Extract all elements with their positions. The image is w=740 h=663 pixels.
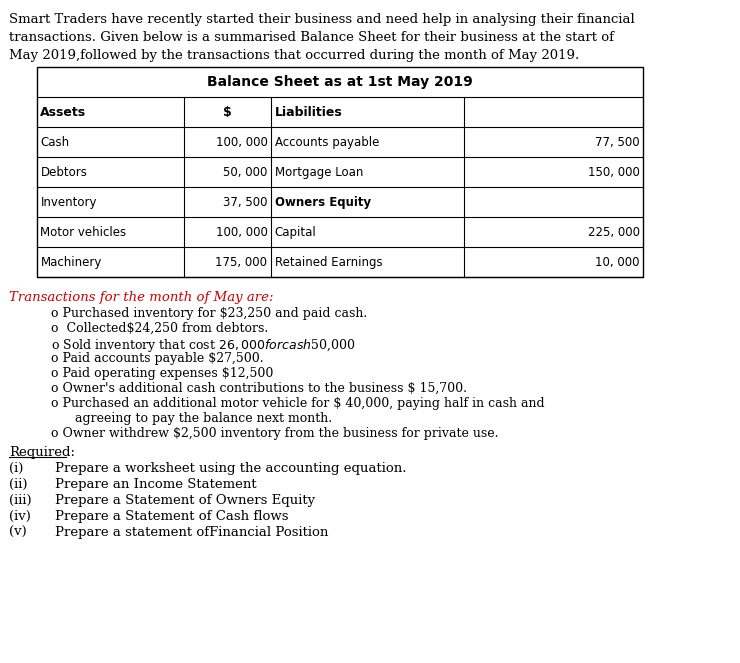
Text: (i): (i) <box>9 462 24 475</box>
Text: Mortgage Loan: Mortgage Loan <box>275 166 363 178</box>
Text: May 2019,followed by the transactions that occurred during the month of May 2019: May 2019,followed by the transactions th… <box>9 49 579 62</box>
Text: Owners Equity: Owners Equity <box>275 196 371 208</box>
Text: 10, 000: 10, 000 <box>595 255 639 269</box>
Text: o Purchased inventory for $23,250 and paid cash.: o Purchased inventory for $23,250 and pa… <box>50 307 367 320</box>
Text: 100, 000: 100, 000 <box>215 135 267 149</box>
Text: Smart Traders have recently started their business and need help in analysing th: Smart Traders have recently started thei… <box>9 13 635 26</box>
Text: Inventory: Inventory <box>41 196 97 208</box>
Text: o  Collected$24,250 from debtors.: o Collected$24,250 from debtors. <box>50 322 268 335</box>
Text: Prepare a worksheet using the accounting equation.: Prepare a worksheet using the accounting… <box>56 462 407 475</box>
Text: o Paid operating expenses $12,500: o Paid operating expenses $12,500 <box>50 367 273 380</box>
Bar <box>37 67 643 277</box>
Text: 50, 000: 50, 000 <box>223 166 267 178</box>
Text: Accounts payable: Accounts payable <box>275 135 379 149</box>
Text: Retained Earnings: Retained Earnings <box>275 255 383 269</box>
Text: Prepare a statement ofFinancial Position: Prepare a statement ofFinancial Position <box>56 526 329 539</box>
Text: Liabilities: Liabilities <box>275 105 343 119</box>
Text: transactions. Given below is a summarised Balance Sheet for their business at th: transactions. Given below is a summarise… <box>9 31 614 44</box>
Text: 225, 000: 225, 000 <box>588 225 639 239</box>
Text: 150, 000: 150, 000 <box>588 166 639 178</box>
Text: Motor vehicles: Motor vehicles <box>41 225 127 239</box>
Text: (iv): (iv) <box>9 510 31 523</box>
Text: Prepare a Statement of Owners Equity: Prepare a Statement of Owners Equity <box>56 494 315 507</box>
Text: 77, 500: 77, 500 <box>595 135 639 149</box>
Text: o Sold inventory that cost $26,000 for cash $50,000: o Sold inventory that cost $26,000 for c… <box>50 337 355 354</box>
Text: o Purchased an additional motor vehicle for $ 40,000, paying half in cash and: o Purchased an additional motor vehicle … <box>50 397 544 410</box>
Text: o Owner withdrew $2,500 inventory from the business for private use.: o Owner withdrew $2,500 inventory from t… <box>50 427 498 440</box>
Text: Balance Sheet as at 1st May 2019: Balance Sheet as at 1st May 2019 <box>207 75 473 89</box>
Text: 100, 000: 100, 000 <box>215 225 267 239</box>
Text: (v): (v) <box>9 526 27 539</box>
Text: o Owner's additional cash contributions to the business $ 15,700.: o Owner's additional cash contributions … <box>50 382 466 395</box>
Text: $: $ <box>223 105 232 119</box>
Text: o Paid accounts payable $27,500.: o Paid accounts payable $27,500. <box>50 352 263 365</box>
Text: Machinery: Machinery <box>41 255 102 269</box>
Text: Prepare a Statement of Cash flows: Prepare a Statement of Cash flows <box>56 510 289 523</box>
Text: 37, 500: 37, 500 <box>223 196 267 208</box>
Text: 175, 000: 175, 000 <box>215 255 267 269</box>
Text: (iii): (iii) <box>9 494 32 507</box>
Text: Cash: Cash <box>41 135 70 149</box>
Text: (ii): (ii) <box>9 478 27 491</box>
Text: Assets: Assets <box>41 105 87 119</box>
Text: Capital: Capital <box>275 225 317 239</box>
Text: agreeing to pay the balance next month.: agreeing to pay the balance next month. <box>50 412 332 425</box>
Text: Transactions for the month of May are:: Transactions for the month of May are: <box>9 291 274 304</box>
Text: Required:: Required: <box>9 446 75 459</box>
Text: Prepare an Income Statement: Prepare an Income Statement <box>56 478 257 491</box>
Text: Debtors: Debtors <box>41 166 87 178</box>
